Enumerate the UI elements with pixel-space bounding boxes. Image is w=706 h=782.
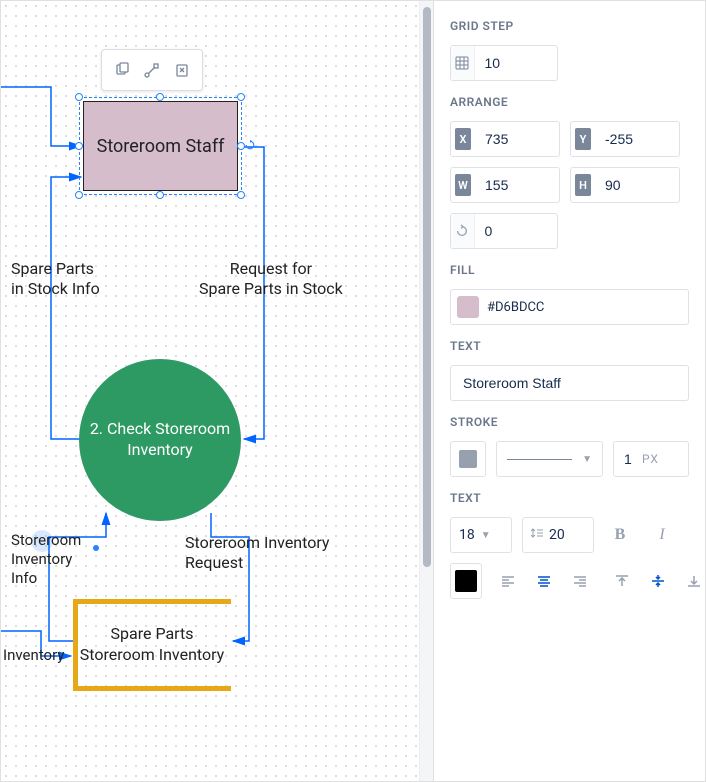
line-height-field[interactable]: 20	[522, 517, 594, 553]
edge-label-request[interactable]: Request forSpare Parts in Stock	[199, 259, 343, 299]
text-color-swatch	[455, 570, 477, 592]
valign-group	[606, 563, 705, 599]
align-right-button[interactable]	[564, 563, 596, 599]
resize-handle-ne[interactable]	[237, 93, 245, 101]
resize-handle-nw[interactable]	[75, 93, 83, 101]
text-color-button[interactable]	[450, 563, 482, 599]
stroke-width-field[interactable]: PX	[613, 441, 689, 477]
stroke-width-unit: PX	[642, 452, 669, 466]
fill-swatch[interactable]	[457, 296, 479, 318]
line-height-icon	[531, 527, 543, 543]
arrange-x-field[interactable]: X	[450, 121, 560, 157]
node-check-inventory[interactable]: 2. Check Storeroom Inventory	[79, 359, 241, 521]
section-title-fill: FILL	[450, 263, 689, 277]
font-size-dropdown[interactable]: 18 ▼	[450, 517, 512, 553]
chevron-down-icon: ▼	[481, 530, 491, 541]
section-title-grid-step: GRID STEP	[450, 19, 689, 33]
resize-handle-n[interactable]	[156, 93, 164, 101]
valign-middle-button[interactable]	[642, 563, 674, 599]
edge-label-storeroom-info[interactable]: StoreroomInventoryInfo	[11, 531, 81, 587]
vertical-scrollbar-track[interactable]	[419, 1, 433, 781]
edge-label-inventory[interactable]: Inventory	[3, 646, 64, 664]
chevron-down-icon: ▼	[582, 454, 592, 465]
resize-handle-sw[interactable]	[75, 191, 83, 199]
stroke-style-dropdown[interactable]: ▼	[496, 441, 603, 477]
arrange-h-field[interactable]: H	[570, 167, 680, 203]
app-root: Spare Partsin Stock Info Request forSpar…	[0, 0, 706, 782]
arrange-rotation-field[interactable]	[450, 213, 558, 249]
bold-button[interactable]: B	[604, 517, 636, 553]
text-value-input[interactable]	[450, 365, 689, 401]
anchor-icon[interactable]	[138, 56, 166, 84]
resize-handle-se[interactable]	[237, 191, 245, 199]
edge-label-spare-info[interactable]: Spare Partsin Stock Info	[11, 259, 100, 299]
rotate-handle[interactable]	[244, 139, 256, 151]
stroke-line-preview	[507, 459, 572, 460]
align-center-button[interactable]	[528, 563, 560, 599]
arrange-y-field[interactable]: Y	[570, 121, 680, 157]
grid-step-field[interactable]	[450, 45, 558, 81]
delete-icon[interactable]	[168, 56, 196, 84]
node-spare-parts-inventory[interactable]: Spare Parts Storeroom Inventory	[73, 599, 231, 691]
arrange-rotation-input[interactable]	[475, 223, 557, 239]
edge-label-storeroom-req[interactable]: Storeroom InventoryRequest	[185, 533, 329, 573]
h-icon: H	[575, 174, 591, 196]
node-storeroom-staff[interactable]: Storeroom Staff	[83, 101, 238, 191]
arrange-w-input[interactable]	[475, 177, 559, 193]
canvas-content: Spare Partsin Stock Info Request forSpar…	[1, 1, 433, 781]
vertical-scrollbar-thumb[interactable]	[423, 7, 431, 567]
arrange-w-field[interactable]: W	[450, 167, 560, 203]
section-title-arrange: ARRANGE	[450, 95, 689, 109]
selection-toolbar	[101, 49, 203, 91]
section-title-stroke: STROKE	[450, 415, 689, 429]
grid-icon	[451, 46, 475, 80]
valign-bottom-button[interactable]	[678, 563, 705, 599]
canvas-pane[interactable]: Spare Partsin Stock Info Request forSpar…	[1, 1, 433, 781]
fill-field[interactable]: #D6BDCC	[450, 289, 689, 325]
stroke-swatch	[459, 450, 477, 468]
fill-hex: #D6BDCC	[487, 300, 544, 315]
valign-top-button[interactable]	[606, 563, 638, 599]
copy-icon[interactable]	[108, 56, 136, 84]
halign-group	[492, 563, 596, 599]
grid-step-input[interactable]	[475, 55, 557, 71]
stroke-color-button[interactable]	[450, 441, 486, 477]
arrange-y-input[interactable]	[595, 131, 679, 147]
properties-panel: GRID STEP ARRANGE X Y W	[433, 1, 705, 781]
section-title-text: TEXT	[450, 339, 689, 353]
x-icon: X	[455, 128, 471, 150]
resize-handle-w[interactable]	[75, 142, 83, 150]
y-icon: Y	[575, 128, 591, 150]
arrange-h-input[interactable]	[595, 177, 679, 193]
stroke-width-input[interactable]	[614, 451, 642, 467]
w-icon: W	[455, 174, 471, 196]
align-left-button[interactable]	[492, 563, 524, 599]
arrange-x-input[interactable]	[475, 131, 559, 147]
rotate-icon	[451, 214, 475, 248]
section-title-text-style: TEXT	[450, 491, 689, 505]
italic-button[interactable]: I	[646, 517, 678, 553]
resize-handle-s[interactable]	[156, 191, 164, 199]
edge-anchor-dot[interactable]	[93, 545, 99, 551]
